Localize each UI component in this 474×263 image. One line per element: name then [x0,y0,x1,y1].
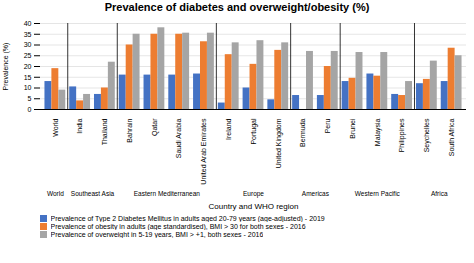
svg-text:20: 20 [24,63,32,70]
svg-text:Eastern Mediterranean: Eastern Mediterranean [134,190,201,197]
svg-text:10: 10 [24,84,32,91]
svg-text:World: World [52,118,59,136]
svg-text:United Kingdom: United Kingdom [275,118,283,168]
html-text:Prevalence of Type 2 Diabetes: Prevalence of Type 2 Diabetes Mellitus i… [50,215,325,222]
svg-text:Ireland: Ireland [225,118,232,140]
html-text:Prevalence of overweight in 5-: Prevalence of overweight in 5-19 years, … [50,231,264,238]
svg-text:Peru: Peru [324,118,331,133]
svg-text:Qatar: Qatar [151,118,159,136]
svg-text:India: India [76,118,83,133]
svg-text:Western Pacific: Western Pacific [355,190,401,197]
svg-text:Seychelles: Seychelles [423,118,431,152]
html-text:Prevalence of obesity in adult: Prevalence of obesity in adults (age sta… [50,223,306,230]
svg-text:Brunei: Brunei [349,118,356,139]
svg-text:Bahrain: Bahrain [126,118,133,142]
svg-text:15: 15 [24,73,32,80]
svg-text:5: 5 [28,95,32,102]
svg-text:40: 40 [24,20,32,27]
svg-text:30: 30 [24,41,32,48]
svg-text:Saudi Arabia: Saudi Arabia [175,118,182,158]
svg-text:United Arab Emirates: United Arab Emirates [200,118,207,185]
html-text:Prevalence of diabetes and ove: Prevalence of diabetes and overweight/ob… [104,1,370,13]
svg-text:Country and WHO region: Country and WHO region [209,202,299,211]
svg-text:35: 35 [24,30,32,37]
svg-text:World: World [47,190,64,197]
svg-text:Bermuda: Bermuda [299,118,306,147]
svg-text:Europe: Europe [243,190,264,198]
svg-text:25: 25 [24,52,32,59]
svg-text:Malaysia: Malaysia [374,118,382,146]
svg-text:Thailand: Thailand [101,118,108,145]
svg-text:Africa: Africa [431,190,448,197]
svg-text:Americas: Americas [302,190,330,197]
svg-text:South Africa: South Africa [448,118,455,156]
svg-text:Prevalence (%): Prevalence (%) [2,43,10,91]
svg-text:Southeast Asia: Southeast Asia [71,190,115,197]
svg-text:Portugal: Portugal [250,118,258,145]
svg-text:0: 0 [28,106,32,113]
svg-text:Philippines: Philippines [398,118,406,152]
